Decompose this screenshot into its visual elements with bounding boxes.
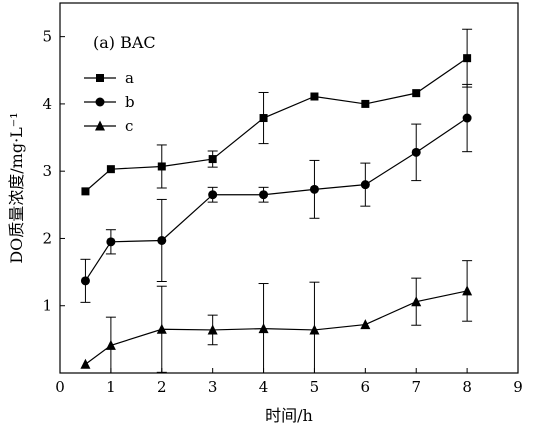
data-point-a bbox=[463, 54, 472, 63]
errorbars-layer bbox=[80, 28, 473, 374]
data-point-b bbox=[80, 276, 90, 286]
series-line-c bbox=[85, 290, 468, 365]
series-line-b bbox=[84, 117, 468, 282]
y-axis-title: DO质量浓度/mg·L⁻¹ bbox=[7, 112, 26, 263]
data-point-a bbox=[361, 99, 370, 108]
legend-marker bbox=[95, 120, 105, 131]
y-tick-label: 5 bbox=[42, 28, 52, 46]
legend-label: c bbox=[125, 117, 133, 135]
y-tick-label: 4 bbox=[42, 95, 52, 113]
legend-label: a bbox=[125, 69, 134, 87]
data-point-c bbox=[309, 324, 320, 335]
x-tick-label: 4 bbox=[259, 378, 269, 396]
x-tick-label: 0 bbox=[55, 378, 65, 396]
data-point-c bbox=[156, 323, 167, 334]
data-point-a bbox=[208, 155, 217, 164]
panel-label: (a) BAC bbox=[93, 33, 156, 52]
data-point-b bbox=[309, 184, 319, 194]
legend-marker bbox=[96, 74, 104, 82]
legend: abc bbox=[84, 69, 135, 135]
x-axis-title: 时间/h bbox=[265, 406, 313, 425]
series-line-a bbox=[85, 57, 468, 192]
x-tick-label: 8 bbox=[462, 378, 472, 396]
data-point-b bbox=[411, 147, 421, 157]
y-tick-label: 2 bbox=[42, 229, 52, 247]
y-tick-label: 3 bbox=[42, 162, 52, 180]
data-point-c bbox=[258, 323, 269, 334]
data-point-c bbox=[105, 339, 116, 350]
y-tick-label: 1 bbox=[42, 297, 52, 315]
data-point-b bbox=[259, 190, 269, 200]
legend-item-b: b bbox=[84, 93, 135, 111]
data-point-b bbox=[208, 190, 218, 200]
data-point-c bbox=[207, 324, 218, 335]
data-point-c bbox=[411, 296, 422, 307]
data-point-a bbox=[310, 92, 319, 101]
data-point-b bbox=[106, 237, 116, 247]
legend-item-a: a bbox=[84, 69, 134, 87]
plot-frame bbox=[59, 2, 519, 374]
data-point-b bbox=[157, 235, 167, 245]
series-lines-layer bbox=[84, 57, 468, 365]
plot-area bbox=[59, 2, 519, 374]
series-markers-layer bbox=[80, 54, 473, 369]
data-point-a bbox=[259, 114, 268, 123]
data-point-b bbox=[360, 180, 370, 190]
data-point-c bbox=[462, 285, 473, 296]
x-tick-label: 6 bbox=[361, 378, 371, 396]
x-tick-label: 2 bbox=[157, 378, 167, 396]
x-tick-label: 9 bbox=[513, 378, 523, 396]
data-point-c bbox=[80, 358, 91, 369]
data-point-a bbox=[157, 162, 166, 171]
x-tick-label: 1 bbox=[106, 378, 116, 396]
x-tick-label: 3 bbox=[208, 378, 218, 396]
ticks-layer: 0 1 2 3 4 5 6 7 8 9 1 2 3 4 5 bbox=[42, 28, 522, 396]
legend-item-c: c bbox=[84, 117, 133, 135]
data-point-a bbox=[106, 165, 115, 174]
legend-marker bbox=[95, 97, 105, 107]
data-point-b bbox=[462, 113, 472, 123]
data-point-a bbox=[412, 89, 421, 98]
data-point-a bbox=[81, 187, 90, 196]
data-point-c bbox=[360, 319, 371, 330]
legend-label: b bbox=[125, 93, 135, 111]
x-tick-label: 7 bbox=[411, 378, 421, 396]
x-tick-label: 5 bbox=[310, 378, 320, 396]
